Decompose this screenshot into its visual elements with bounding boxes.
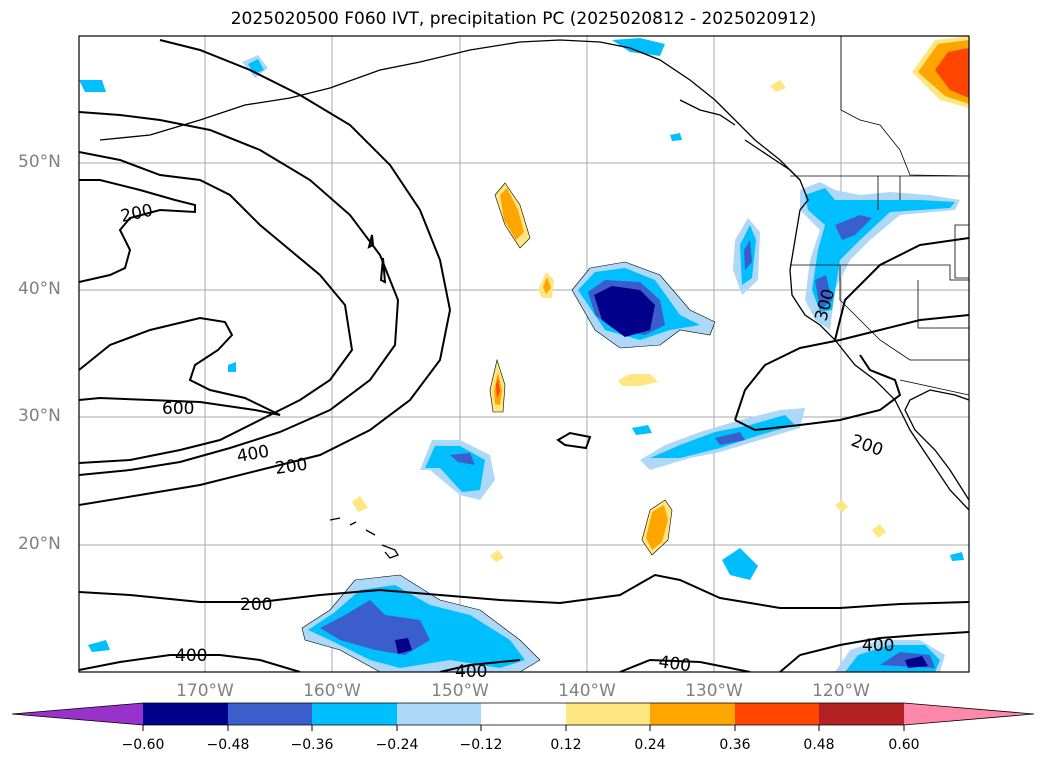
contour-label-400-b: 400 (175, 646, 207, 666)
precip-negative (79, 38, 964, 672)
colorbar-extend-high (904, 703, 1034, 725)
map-content (79, 36, 969, 672)
borders (790, 36, 969, 396)
colorbar-tick-label: −0.60 (121, 737, 165, 753)
lon-label-120w: 120°W (812, 681, 870, 701)
colorbar-bin-9 (819, 703, 904, 725)
colorbar-tick-label: −0.48 (206, 737, 250, 753)
colorbar-extend-low (12, 703, 143, 725)
map-panel (79, 36, 969, 672)
colorbar-tick-label: 0.36 (719, 737, 751, 753)
contour-label-400-c: 400 (862, 636, 894, 656)
lat-label-40n: 40°N (18, 279, 61, 299)
lat-label-30n: 30°N (18, 406, 61, 426)
lon-label-140w: 140°W (558, 681, 616, 701)
colorbar-tick-label: 0.60 (888, 737, 920, 753)
contour-label-200-c: 200 (240, 595, 272, 615)
colorbar-tick-label: −0.36 (290, 737, 334, 753)
lon-label-170w: 170°W (176, 681, 234, 701)
figure-title: 2025020500 F060 IVT, precipitation PC (2… (230, 9, 817, 29)
precip-positive (352, 36, 969, 562)
colorbar-tick-label: 0.12 (550, 737, 582, 753)
contour-label-400-d: 400 (455, 662, 487, 682)
precip-outlines (301, 182, 716, 672)
lon-label-160w: 160°W (303, 681, 361, 701)
graticule (79, 36, 969, 672)
ivt-contours (79, 39, 969, 672)
lon-label-130w: 130°W (685, 681, 743, 701)
colorbar-bin-7 (650, 703, 735, 725)
colorbar-bin-3 (312, 703, 397, 725)
colorbar-bin-4 (397, 703, 481, 725)
map-frame (78, 35, 970, 673)
colorbar-bin-2 (228, 703, 312, 725)
colorbar-bin-5 (481, 703, 566, 725)
colorbar-tick-label: −0.24 (375, 737, 419, 753)
colorbar (11, 702, 1035, 731)
colorbar-bin-1 (143, 703, 228, 725)
contour-label-200-b: 200 (274, 455, 309, 479)
colorbar-tick-label: −0.12 (459, 737, 503, 753)
colorbar-bin-6 (566, 703, 650, 725)
colorbar-tick-label: 0.48 (803, 737, 835, 753)
colorbar-tick-label: 0.24 (634, 737, 666, 753)
lat-label-20n: 20°N (18, 534, 61, 554)
colorbar-bin-8 (735, 703, 819, 725)
lon-label-150w: 150°W (431, 681, 489, 701)
contour-label-600: 600 (162, 399, 194, 419)
contour-label-400-e: 400 (657, 652, 692, 676)
coastline (99, 39, 969, 559)
lat-label-50n: 50°N (18, 152, 61, 172)
